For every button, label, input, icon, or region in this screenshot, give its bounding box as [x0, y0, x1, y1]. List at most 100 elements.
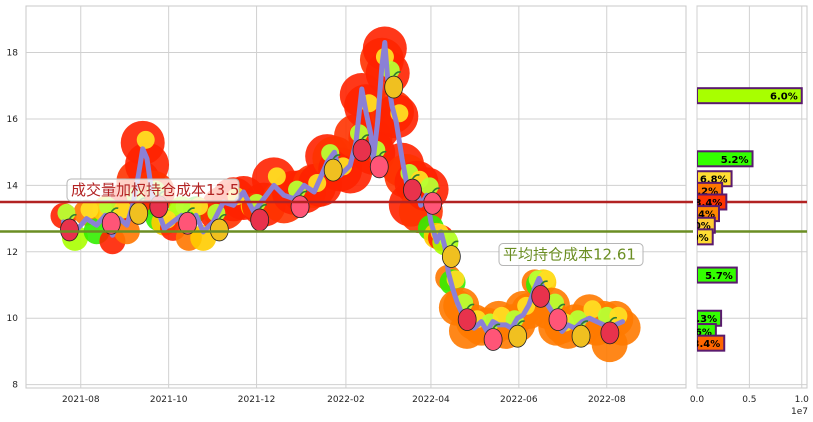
price-point	[560, 330, 564, 334]
y-tick-label: 8	[12, 381, 18, 391]
x-tick-label: 2021-12	[238, 395, 276, 405]
fruit-leaf-icon	[540, 280, 548, 286]
price-point	[348, 163, 352, 167]
fruit-icon	[508, 324, 528, 348]
fruit-icon	[60, 218, 79, 242]
x-tick-label: 2022-08	[588, 395, 626, 405]
price-point	[141, 147, 145, 151]
price-point	[521, 313, 525, 317]
distribution-bar-label: 3.0%	[683, 221, 711, 232]
fruit-icon	[209, 218, 229, 242]
price-point	[504, 323, 508, 327]
price-point	[272, 183, 276, 187]
price-point	[479, 320, 483, 324]
decor-blob	[113, 200, 132, 219]
price-point	[85, 217, 89, 221]
fruit-leaf-icon	[580, 320, 589, 326]
price-point	[232, 203, 236, 207]
price-point	[282, 193, 286, 197]
fruit-leaf-icon	[450, 240, 459, 246]
distribution-bar-label: 5.2%	[721, 155, 749, 166]
fruit-leaf-icon	[431, 187, 440, 193]
distribution-bar	[697, 150, 754, 168]
decor-blob	[267, 167, 286, 186]
price-point	[527, 303, 531, 307]
side-x-offset-label: 1e7	[791, 407, 808, 417]
fruit-icon	[548, 308, 568, 332]
fruit-leaf-icon	[259, 203, 267, 210]
distribution-bars: 6.0%5.2%6.8%3.2%3.4%3.4%3.0%3.0%5.7%4.3%…	[683, 87, 803, 352]
decor-blob	[583, 300, 602, 319]
fruit-leaf-icon	[218, 213, 227, 220]
price-point	[302, 183, 306, 187]
distribution-bar-label: 6.0%	[770, 92, 798, 103]
price-point	[537, 276, 541, 280]
fruit-leaf-icon	[332, 154, 341, 160]
fruit-leaf-icon	[466, 303, 475, 310]
price-point	[394, 120, 398, 124]
side-x-tick-label: 1.0	[795, 395, 810, 405]
decor-blob	[80, 200, 99, 219]
distribution-bar	[697, 266, 738, 284]
price-point	[364, 110, 368, 114]
price-point	[368, 130, 372, 134]
fruit-leaf-icon	[609, 316, 618, 323]
price-point	[318, 177, 322, 181]
fruit-icon	[129, 201, 149, 225]
distribution-bar-label: 6.8%	[700, 175, 728, 186]
price-point	[419, 203, 423, 207]
price-point	[451, 286, 455, 290]
price-point	[621, 320, 625, 324]
price-point	[171, 220, 175, 224]
price-point	[429, 220, 433, 224]
fruit-icon	[531, 284, 551, 308]
distribution-bar	[697, 87, 803, 105]
distribution-bar-label: 3.2%	[690, 186, 718, 197]
axis-ticks: 8 10 12 14 16 18 2021-08 2021-10 2021-12 2022-02 2…	[7, 49, 810, 417]
fruit-leaf-icon	[516, 320, 525, 326]
price-point	[587, 316, 591, 320]
distribution-bar-label: 3.4%	[695, 198, 723, 209]
x-tick-label: 2022-02	[327, 395, 365, 405]
price-point	[400, 157, 404, 161]
fruit-icon	[384, 75, 404, 99]
price-point	[162, 227, 166, 231]
side-x-tick-label: 0.0	[690, 395, 705, 405]
decor-blob	[136, 130, 155, 149]
price-point	[446, 270, 450, 274]
x-tick-label: 2021-10	[150, 395, 188, 405]
price-point	[455, 300, 459, 304]
fruit-leaf-icon	[557, 303, 566, 310]
cost-label-box	[66, 178, 240, 202]
distribution-bar-label: 3.6%	[684, 328, 712, 339]
x-tick-label: 2022-06	[500, 395, 538, 405]
fruit-icon	[571, 324, 591, 348]
price-point	[390, 104, 394, 108]
distribution-bar-label: 3.4%	[693, 339, 721, 350]
y-tick-label: 14	[7, 181, 19, 191]
fruit-icon	[369, 155, 389, 179]
price-point	[194, 213, 198, 217]
x-tick-label: 2022-04	[412, 395, 450, 405]
fruit-leaf-icon	[361, 134, 370, 140]
y-tick-label: 18	[7, 49, 19, 59]
fruit-icon	[441, 245, 461, 268]
fruit-leaf-icon	[393, 71, 401, 77]
cost-lines: 成交量加权持仓成本13.5 平均持仓成本12.61	[0, 178, 807, 267]
fruit-leaf-icon	[68, 213, 77, 220]
distribution-bar-label: 5.7%	[705, 271, 733, 282]
price-line	[61, 40, 626, 341]
fruit-icon	[290, 195, 310, 219]
fruit-leaf-icon	[186, 207, 195, 213]
cost-label: 平均持仓成本12.61	[503, 246, 636, 264]
price-point	[435, 240, 439, 244]
fruit-icon	[483, 328, 503, 351]
fruit-icon	[250, 208, 270, 232]
price-point	[380, 64, 384, 68]
fruit-icon	[323, 158, 343, 182]
price-point	[332, 150, 336, 154]
fruit-icon	[423, 191, 443, 215]
price-point	[566, 323, 570, 327]
price-point	[125, 223, 129, 227]
